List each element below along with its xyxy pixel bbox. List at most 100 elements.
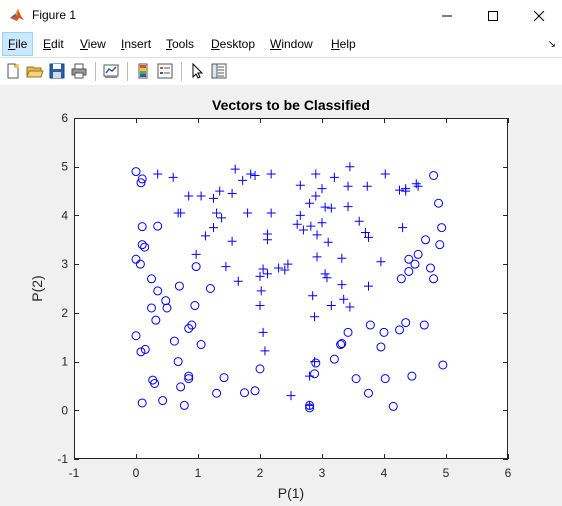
y-tick-label: -1 [57, 452, 68, 466]
matlab-icon [10, 9, 24, 21]
data-point-plus [323, 237, 333, 247]
maximize-icon [488, 11, 498, 21]
data-point-plus [401, 186, 411, 196]
data-point-plus [311, 191, 321, 201]
data-point-plus [345, 302, 355, 312]
x-tick-label: -1 [69, 466, 80, 480]
data-point-circle [407, 371, 417, 381]
dock-arrow-icon[interactable]: ↘ [547, 39, 556, 50]
data-point-circle [421, 235, 431, 245]
data-point-circle [437, 223, 447, 233]
data-point-plus [337, 253, 347, 263]
x-tick-label: 3 [319, 466, 326, 480]
data-point-plus [320, 269, 330, 279]
data-point-plus [295, 210, 305, 220]
data-point-circle [413, 249, 423, 259]
data-point-plus [380, 169, 390, 179]
data-point-circle [184, 374, 194, 384]
data-point-circle [351, 374, 361, 384]
data-point-plus [256, 286, 266, 296]
figure-toolbar [0, 57, 562, 86]
data-point-circle [173, 357, 183, 367]
data-point-plus [343, 202, 353, 212]
data-point-circle [147, 274, 156, 284]
data-point-plus [209, 193, 218, 203]
data-point-plus [326, 301, 336, 311]
data-points [131, 162, 448, 413]
data-point-circle [410, 259, 420, 269]
data-point-plus [312, 252, 322, 262]
data-point-circle [429, 274, 439, 284]
data-point-plus [221, 262, 231, 272]
data-point-plus [262, 235, 272, 245]
data-point-circle [131, 167, 141, 177]
menu-desktop[interactable]: Desktop [211, 37, 256, 51]
axis-ticks: -1 0 1 2 3 4 5 6 -1 0 1 2 3 4 5 6 [57, 111, 511, 480]
data-point-plus [266, 208, 276, 218]
data-point-circle [429, 170, 439, 180]
x-axis-label: P(1) [278, 485, 304, 501]
data-point-circle [364, 388, 373, 398]
maximize-button[interactable] [470, 0, 516, 31]
print-icon[interactable] [70, 62, 88, 80]
menu-view[interactable]: View [80, 37, 106, 51]
property-inspector-icon[interactable] [210, 62, 228, 80]
data-point-circle [419, 320, 429, 330]
data-point-plus [360, 227, 370, 237]
data-point-plus [238, 175, 248, 185]
data-point-plus [191, 249, 201, 259]
menu-bar: File Edit View Insert Tools Desktop Wind… [0, 31, 562, 57]
data-point-circle [137, 398, 147, 408]
data-point-circle [137, 222, 147, 232]
data-point-plus [260, 346, 270, 356]
data-point-circle [240, 388, 249, 398]
data-point-plus [295, 180, 305, 190]
menu-edit[interactable]: Edit [43, 37, 64, 51]
data-point-circle [137, 174, 147, 184]
menu-insert[interactable]: Insert [121, 37, 152, 51]
save-icon[interactable] [48, 62, 66, 80]
data-point-plus [305, 371, 315, 381]
y-tick-label: 3 [61, 257, 68, 271]
data-point-circle [153, 286, 163, 296]
close-button[interactable] [516, 0, 562, 31]
insert-colorbar-icon[interactable] [134, 62, 152, 80]
minimize-button[interactable] [424, 0, 470, 31]
data-point-circle [196, 340, 206, 350]
data-point-plus [168, 172, 178, 182]
menu-file[interactable]: File [2, 32, 34, 56]
data-point-plus [298, 225, 308, 235]
new-figure-icon[interactable] [4, 62, 22, 80]
data-point-plus [274, 263, 284, 273]
data-point-circle [380, 374, 390, 384]
data-point-circle [136, 347, 146, 357]
data-point-circle [395, 325, 404, 335]
edit-plot-icon[interactable] [188, 62, 206, 80]
insert-legend-icon[interactable] [156, 62, 174, 80]
data-point-circle [131, 331, 141, 341]
data-point-circle [161, 296, 171, 306]
data-point-circle [135, 259, 145, 269]
data-point-plus [398, 223, 408, 233]
data-point-circle [179, 400, 189, 410]
data-point-plus [305, 198, 315, 208]
data-point-circle [255, 364, 265, 374]
menu-help[interactable]: Help [331, 37, 356, 51]
data-point-circle [434, 198, 444, 208]
scatter-plot[interactable]: -1 0 1 2 3 4 5 6 -1 0 1 2 3 4 5 6 Vectors to be Classif… [0, 85, 562, 506]
axes-frame [74, 118, 508, 459]
data-point-plus [255, 301, 265, 311]
data-point-plus [262, 269, 272, 279]
data-point-circle [136, 178, 146, 188]
data-point-circle [376, 342, 386, 352]
menu-tools[interactable]: Tools [166, 37, 195, 51]
data-point-circle [404, 254, 414, 264]
data-point-plus [233, 276, 243, 286]
data-point-plus [306, 221, 316, 231]
open-file-icon[interactable] [26, 62, 44, 80]
data-point-circle [404, 266, 414, 276]
data-point-plus [255, 271, 265, 281]
link-plot-icon[interactable] [102, 62, 120, 80]
menu-window[interactable]: Window [270, 37, 313, 51]
data-point-plus [217, 213, 227, 223]
